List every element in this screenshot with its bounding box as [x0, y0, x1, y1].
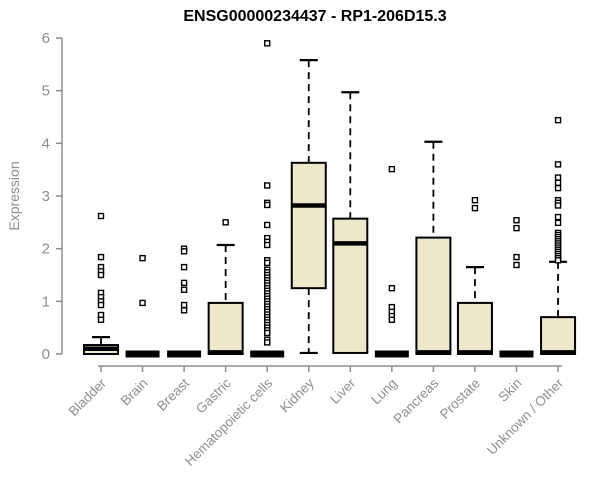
x-tick-label: Prostate: [437, 376, 483, 422]
outlier-point: [513, 217, 520, 224]
x-tick-label: Pancreas: [391, 375, 442, 426]
chart-title: ENSG00000234437 - RP1-206D15.3: [183, 8, 447, 25]
x-tick-label: Liver: [327, 375, 359, 407]
x-tick-label: Bladder: [66, 375, 110, 419]
x-tick-label: Kidney: [277, 375, 317, 415]
y-tick-label: 3: [42, 188, 50, 205]
outlier-point: [264, 329, 271, 337]
outlier-point: [513, 253, 520, 261]
outlier-point: [264, 40, 271, 47]
box: [415, 236, 452, 356]
outlier-point: [554, 202, 562, 209]
outlier-point: [180, 279, 188, 287]
outlier-point: [139, 299, 146, 307]
outlier-point: [264, 201, 271, 209]
outlier-point: [97, 271, 105, 279]
x-tick-label: Breast: [154, 375, 192, 413]
box: [540, 316, 577, 355]
outlier-point: [180, 301, 188, 309]
box: [207, 301, 244, 355]
outlier-point: [554, 174, 562, 181]
outlier-point: [264, 182, 271, 189]
y-tick-label: 2: [42, 241, 50, 258]
collapsed-box: [250, 350, 285, 358]
outlier-point: [471, 204, 479, 212]
outlier-point: [554, 184, 562, 192]
outlier-point: [222, 219, 229, 226]
collapsed-box: [125, 350, 160, 358]
outlier-point: [180, 286, 188, 293]
collapsed-box: [167, 350, 202, 358]
y-tick-label: 0: [42, 346, 50, 363]
outlier-point: [554, 179, 562, 187]
outlier-point: [388, 284, 396, 292]
outlier-point: [513, 224, 520, 232]
outlier-point: [388, 316, 396, 323]
outlier-point: [554, 257, 562, 264]
box: [332, 217, 369, 354]
x-tick-label: Brain: [118, 376, 151, 409]
outlier-point: [180, 248, 188, 255]
outlier-point: [388, 165, 396, 173]
outlier-point: [264, 241, 271, 249]
box: [456, 301, 493, 355]
outlier-point: [554, 213, 562, 221]
outlier-point: [139, 254, 146, 262]
outlier-point: [180, 307, 188, 314]
outlier-point: [554, 219, 562, 227]
y-tick-label: 5: [42, 83, 50, 100]
outlier-point: [471, 197, 479, 204]
y-tick-label: 4: [42, 135, 50, 152]
x-tick-label: Unknown / Other: [484, 375, 567, 458]
x-tick-label: Skin: [495, 376, 524, 405]
outlier-point: [264, 259, 271, 267]
outlier-point: [97, 301, 105, 309]
outlier-point: [554, 116, 562, 124]
outlier-point: [180, 263, 188, 271]
outlier-point: [264, 221, 271, 229]
x-tick-label: Lung: [368, 376, 400, 408]
x-tick-label: Gastric: [193, 375, 234, 416]
outlier-point: [97, 316, 105, 323]
outlier-point: [97, 212, 105, 220]
outlier-point: [554, 161, 562, 168]
outlier-point: [513, 261, 520, 269]
y-tick-label: 6: [42, 30, 50, 47]
outlier-point: [97, 253, 105, 261]
collapsed-box: [374, 350, 409, 358]
y-tick-label: 1: [42, 293, 50, 310]
collapsed-box: [499, 350, 534, 358]
outlier-point: [264, 339, 271, 346]
box: [290, 161, 327, 290]
